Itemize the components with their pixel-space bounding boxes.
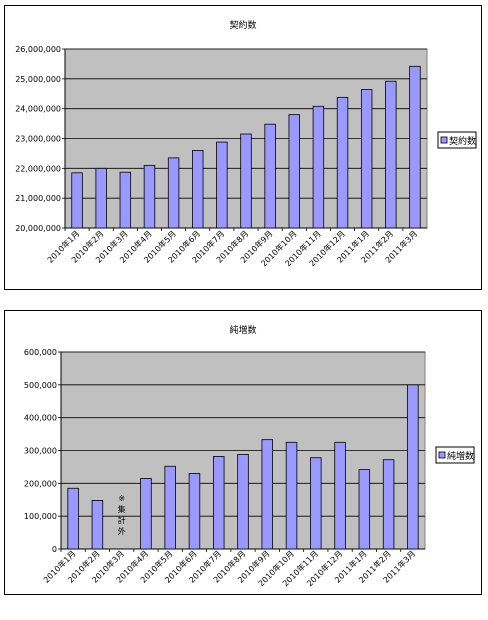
bar — [382, 459, 395, 550]
legend-box — [435, 446, 475, 464]
annotation-char: 外 — [118, 526, 126, 536]
bar — [334, 441, 346, 550]
legend-label: 契約数 — [449, 135, 476, 147]
bar — [288, 114, 300, 229]
y-tick-label: 21,000,000 — [15, 194, 61, 203]
legend-swatch — [438, 451, 446, 459]
annotation-char: 計 — [118, 515, 126, 525]
y-tick-label: 0 — [52, 545, 57, 554]
bar — [240, 133, 252, 229]
bar — [261, 439, 274, 550]
bar — [143, 164, 156, 229]
y-tick-label: 400,000 — [24, 414, 57, 423]
bar — [67, 487, 79, 550]
bar — [119, 171, 132, 229]
y-tick-label: 22,000,000 — [15, 164, 61, 173]
y-tick-label: 20,000,000 — [15, 224, 61, 233]
y-tick-label: 23,000,000 — [15, 135, 61, 144]
bar — [409, 65, 421, 229]
annotation-char: 集 — [118, 504, 126, 514]
bar — [192, 150, 204, 229]
chart-title: 純増数 — [229, 324, 256, 336]
contracts-chart-svg: 契約数 20,000,000 21,000,000 22,000,000 23,000… — [15, 19, 477, 268]
bar — [216, 141, 228, 229]
bar — [358, 469, 371, 550]
y-tick-label: 200,000 — [24, 479, 57, 488]
bar — [312, 105, 325, 229]
bar — [95, 167, 107, 229]
legend-box — [437, 131, 477, 149]
bar — [71, 172, 83, 229]
legend-label: 純増数 — [447, 450, 474, 462]
bar — [188, 473, 201, 550]
annotation-char: ※ — [118, 494, 125, 503]
y-tick-label: 26,000,000 — [15, 45, 61, 54]
y-tick-label: 500,000 — [24, 381, 57, 390]
contracts-chart: 契約数 20,000,000 21,000,000 22,000,000 23,000… — [4, 5, 482, 290]
bar — [360, 89, 373, 229]
bar — [237, 454, 249, 550]
bar — [310, 457, 322, 550]
legend-swatch — [440, 136, 448, 144]
bar — [285, 441, 298, 550]
bar — [336, 96, 349, 229]
net-increase-chart: 純増数 0 100,000 200,000 300,000 400,000 500,000… — [4, 310, 482, 595]
bar — [407, 384, 419, 550]
y-tick-label: 100,000 — [24, 512, 57, 521]
y-tick-label: 25,000,000 — [15, 75, 61, 84]
net-increase-chart-svg: 純増数 0 100,000 200,000 300,000 400,000 500,000… — [24, 324, 475, 588]
bar — [167, 157, 180, 229]
bar — [140, 478, 152, 550]
y-tick-label: 300,000 — [24, 447, 57, 456]
bar — [264, 123, 276, 229]
bar — [385, 80, 397, 229]
y-tick-label: 24,000,000 — [15, 105, 61, 114]
bar — [212, 456, 225, 550]
bar — [91, 500, 104, 550]
bar — [164, 465, 176, 550]
chart-title: 契約数 — [229, 19, 256, 31]
y-tick-label: 600,000 — [24, 348, 57, 357]
